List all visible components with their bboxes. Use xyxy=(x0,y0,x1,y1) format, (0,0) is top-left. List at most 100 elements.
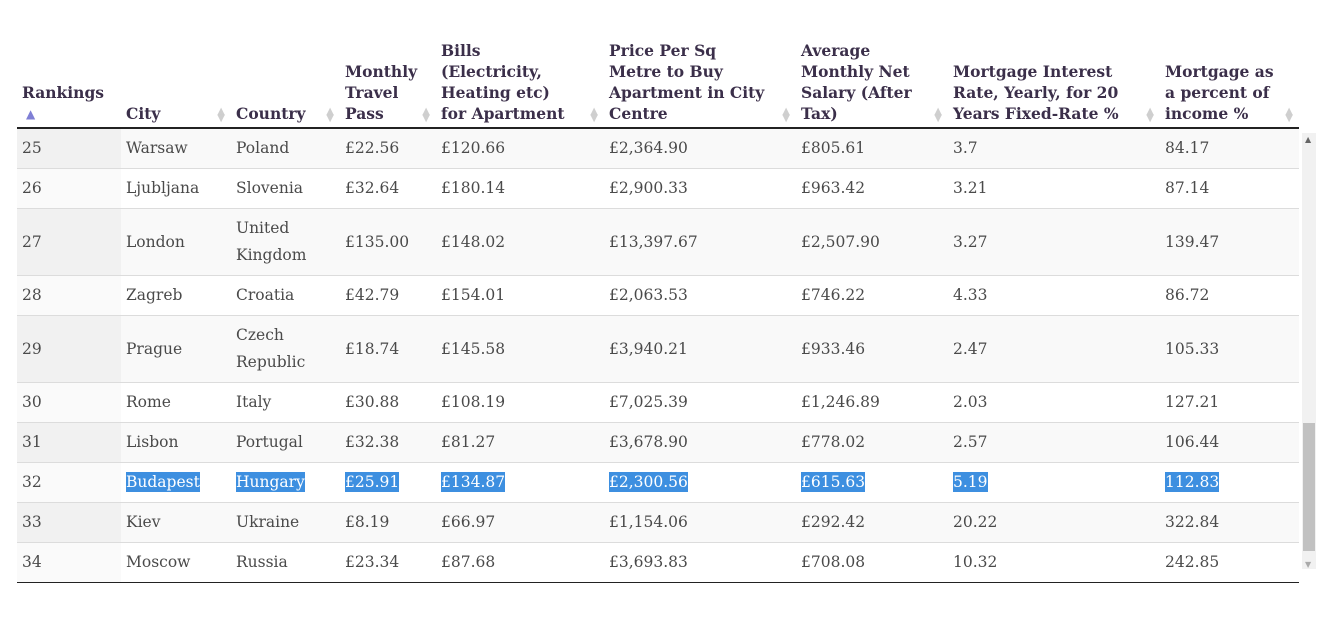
header-bills[interactable]: Bills (Electricity, Heating etc) for Apa… xyxy=(441,41,598,124)
cell-text: 127.21 xyxy=(1165,393,1220,411)
cell-text: Italy xyxy=(236,393,272,411)
table-cell: Poland xyxy=(231,128,340,169)
table-cell: 31 xyxy=(17,422,121,463)
table-row[interactable]: 28 Zagreb Croatia £42.79 £154.01 £2,063.53 £74… xyxy=(17,275,1299,316)
sort-icon[interactable]: ▲ ▼ xyxy=(590,106,598,124)
table-cell: £778.02 xyxy=(796,422,948,463)
cell-text: 5.19 xyxy=(953,472,988,492)
table-cell: Warsaw xyxy=(121,128,231,169)
header-city[interactable]: City ▲ ▼ xyxy=(126,104,225,124)
table-cell: 3.21 xyxy=(948,168,1160,209)
header-row: Rankings▲ City ▲ ▼ Country ▲ ▼ Monthly Trave… xyxy=(17,40,1299,128)
table-row[interactable]: 30 Rome Italy £30.88 £108.19 £7,025.39 £1,246.… xyxy=(17,382,1299,423)
cell-text: £32.64 xyxy=(345,179,400,197)
cell-text: £22.56 xyxy=(345,139,400,157)
cell-text: £2,364.90 xyxy=(609,139,688,157)
table-cell: £2,507.90 xyxy=(796,208,948,276)
table-cell: 30 xyxy=(17,382,121,423)
table-cell: £615.63 xyxy=(796,462,948,503)
cell-text: £292.42 xyxy=(801,513,866,531)
table-cell: £23.34 xyxy=(340,542,436,583)
table-cell: Slovenia xyxy=(231,168,340,209)
header-rankings[interactable]: Rankings▲ xyxy=(22,83,105,121)
header-salary[interactable]: Average Monthly Net Salary (After Tax) ▲ ▼ xyxy=(801,41,942,124)
table-cell: £805.61 xyxy=(796,128,948,169)
table-cell: £13,397.67 xyxy=(604,208,796,276)
scroll-up-arrow-icon[interactable]: ▲ xyxy=(1305,135,1312,144)
cell-text: £87.68 xyxy=(441,553,496,571)
cell-text: 34 xyxy=(22,553,42,571)
sort-icon[interactable]: ▲ ▼ xyxy=(422,106,430,124)
cell-text: 27 xyxy=(22,232,42,251)
cell-text: £66.97 xyxy=(441,513,496,531)
table-cell: Hungary xyxy=(231,462,340,503)
table-row[interactable]: 29 Prague Czech Republic £18.74 £145.58 £3,94… xyxy=(17,315,1299,383)
table-cell: £7,025.39 xyxy=(604,382,796,423)
header-country[interactable]: Country ▲ ▼ xyxy=(236,104,334,124)
table-cell: 27 xyxy=(17,208,121,276)
sort-icon[interactable]: ▲ ▼ xyxy=(1285,106,1293,124)
cell-text: 2.47 xyxy=(953,339,988,358)
table-cell: £22.56 xyxy=(340,128,436,169)
table-cell: £145.58 xyxy=(436,315,604,383)
cell-text: £1,246.89 xyxy=(801,393,880,411)
table-row[interactable]: 31 Lisbon Portugal £32.38 £81.27 £3,678.90 £77… xyxy=(17,422,1299,463)
table-row[interactable]: 27 London United Kingdom £135.00 £148.02 £13,… xyxy=(17,208,1299,276)
table-cell: £134.87 xyxy=(436,462,604,503)
table-cell: £154.01 xyxy=(436,275,604,316)
cell-text: 28 xyxy=(22,286,42,304)
sort-icon[interactable]: ▲ ▼ xyxy=(1146,106,1154,124)
table-cell: 10.32 xyxy=(948,542,1160,583)
sort-icon[interactable]: ▲ ▼ xyxy=(217,106,225,124)
table-cell: 322.84 xyxy=(1160,502,1299,543)
cell-text: £7,025.39 xyxy=(609,393,688,411)
cell-text: £708.08 xyxy=(801,553,866,571)
table-cell: £3,678.90 xyxy=(604,422,796,463)
cell-text: Czech Republic xyxy=(236,326,306,371)
sort-icon[interactable]: ▲ ▼ xyxy=(326,106,334,124)
table-cell: £135.00 xyxy=(340,208,436,276)
cell-text: £3,693.83 xyxy=(609,553,688,571)
table-cell: £66.97 xyxy=(436,502,604,543)
vertical-scrollbar[interactable]: ▲ ▼ xyxy=(1302,133,1316,569)
table-row[interactable]: 33 Kiev Ukraine £8.19 £66.97 £1,154.06 £292.42… xyxy=(17,502,1299,543)
cell-text: £963.42 xyxy=(801,179,866,197)
table-cell: Kiev xyxy=(121,502,231,543)
cell-text: £2,900.33 xyxy=(609,179,688,197)
cell-text: Moscow xyxy=(126,553,191,571)
header-mortgage-percent[interactable]: Mortgage as a percent of income % ▲ ▼ xyxy=(1165,62,1293,124)
cell-text: 20.22 xyxy=(953,513,998,531)
table-cell: 28 xyxy=(17,275,121,316)
sort-icon[interactable]: ▲ ▼ xyxy=(934,106,942,124)
cell-text: 139.47 xyxy=(1165,232,1220,251)
table-cell: 87.14 xyxy=(1160,168,1299,209)
table-row[interactable]: 25 Warsaw Poland £22.56 £120.66 £2,364.90 £805… xyxy=(17,128,1299,169)
cell-text: £148.02 xyxy=(441,232,506,251)
table-cell: £18.74 xyxy=(340,315,436,383)
cell-text: £778.02 xyxy=(801,433,866,451)
table-row[interactable]: 34 Moscow Russia £23.34 £87.68 £3,693.83 £708.… xyxy=(17,542,1299,583)
cell-text: 29 xyxy=(22,339,42,358)
cell-text: £108.19 xyxy=(441,393,506,411)
table-cell: 29 xyxy=(17,315,121,383)
cell-text: £81.27 xyxy=(441,433,496,451)
scrollbar-thumb[interactable] xyxy=(1303,423,1315,551)
table-cell: £32.64 xyxy=(340,168,436,209)
table-cell: £81.27 xyxy=(436,422,604,463)
cell-text: £615.63 xyxy=(801,472,866,492)
sort-icon[interactable]: ▲ ▼ xyxy=(782,106,790,124)
table-cell: 2.47 xyxy=(948,315,1160,383)
sort-asc-icon[interactable]: ▲ xyxy=(26,107,36,121)
cell-text: £154.01 xyxy=(441,286,506,304)
table-cell: London xyxy=(121,208,231,276)
table-row[interactable]: 26 Ljubljana Slovenia £32.64 £180.14 £2,900.3… xyxy=(17,168,1299,209)
table-cell: 112.83 xyxy=(1160,462,1299,503)
table-row[interactable]: 32 Budapest Hungary £25.91 £134.87 £2,300.56 £… xyxy=(17,462,1299,503)
header-travel-pass[interactable]: Monthly Travel Pass ▲ ▼ xyxy=(345,62,430,124)
table-cell: £2,063.53 xyxy=(604,275,796,316)
header-price-sqm[interactable]: Price Per Sq Metre to Buy Apartment in C… xyxy=(609,41,790,124)
ranking-table: Rankings▲ City ▲ ▼ Country ▲ ▼ Monthly Trave… xyxy=(17,40,1299,583)
cell-text: £2,063.53 xyxy=(609,286,688,304)
header-mortgage-rate[interactable]: Mortgage Interest Rate, Yearly, for 20 Y… xyxy=(953,62,1154,124)
scroll-down-arrow-icon[interactable]: ▼ xyxy=(1305,560,1312,569)
